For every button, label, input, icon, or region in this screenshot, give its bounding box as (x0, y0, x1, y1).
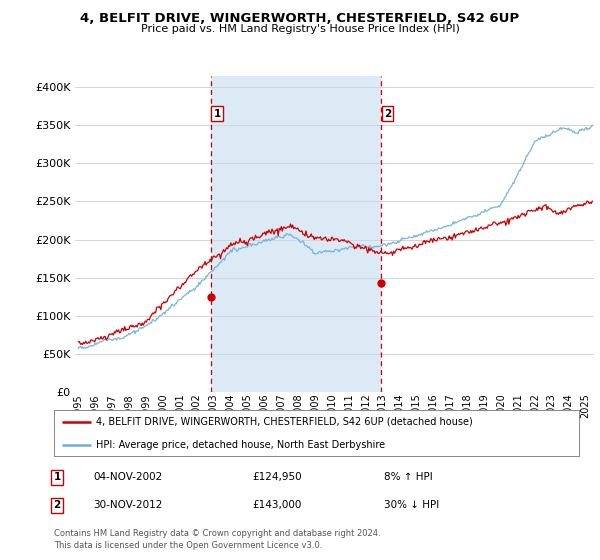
Text: 4, BELFIT DRIVE, WINGERWORTH, CHESTERFIELD, S42 6UP: 4, BELFIT DRIVE, WINGERWORTH, CHESTERFIE… (80, 12, 520, 25)
Text: 4, BELFIT DRIVE, WINGERWORTH, CHESTERFIELD, S42 6UP (detached house): 4, BELFIT DRIVE, WINGERWORTH, CHESTERFIE… (96, 417, 473, 427)
Text: 04-NOV-2002: 04-NOV-2002 (93, 472, 162, 482)
Text: 30-NOV-2012: 30-NOV-2012 (93, 500, 163, 510)
Text: £143,000: £143,000 (252, 500, 301, 510)
Text: 1: 1 (214, 109, 221, 119)
Text: 2: 2 (53, 500, 61, 510)
Text: 2: 2 (384, 109, 391, 119)
Text: Price paid vs. HM Land Registry's House Price Index (HPI): Price paid vs. HM Land Registry's House … (140, 24, 460, 34)
Text: 1: 1 (53, 472, 61, 482)
Text: Contains HM Land Registry data © Crown copyright and database right 2024.
This d: Contains HM Land Registry data © Crown c… (54, 529, 380, 550)
Text: 8% ↑ HPI: 8% ↑ HPI (384, 472, 433, 482)
Text: 30% ↓ HPI: 30% ↓ HPI (384, 500, 439, 510)
Text: HPI: Average price, detached house, North East Derbyshire: HPI: Average price, detached house, Nort… (96, 440, 385, 450)
Text: £124,950: £124,950 (252, 472, 302, 482)
Bar (211, 76, 382, 392)
